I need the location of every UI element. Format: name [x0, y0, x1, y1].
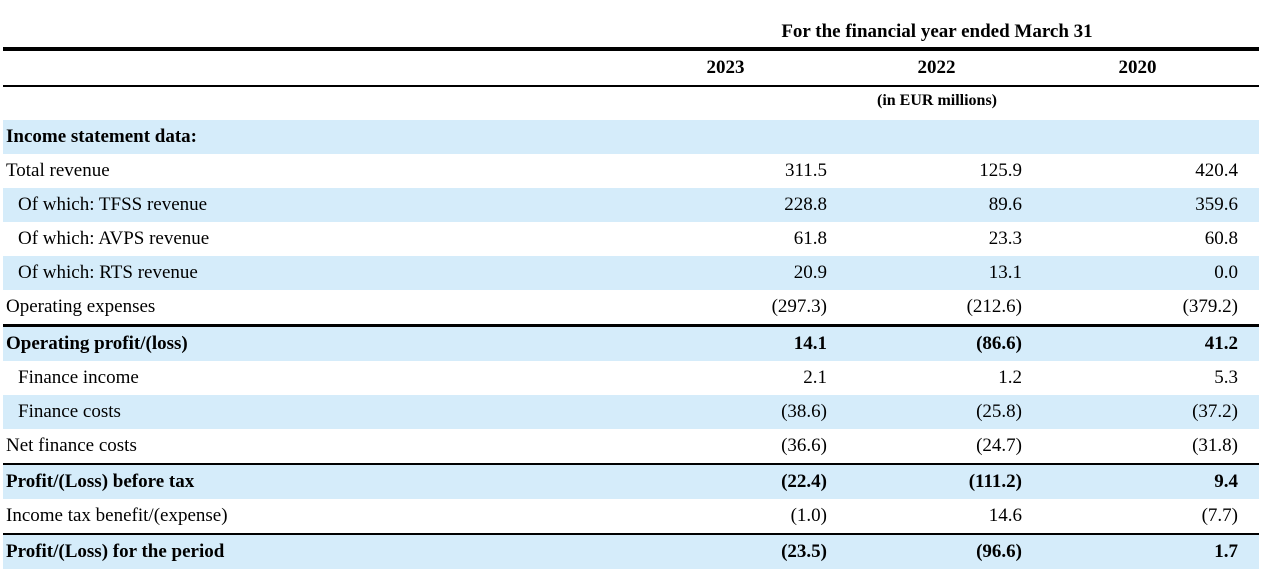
row-label: Total revenue — [6, 160, 110, 181]
row-value-2020: 1.7 — [1214, 541, 1238, 562]
table-row: Net finance costs (36.6) (24.7) (31.8) — [3, 429, 1259, 463]
row-value-2022: (24.7) — [976, 435, 1022, 456]
table-row: Of which: RTS revenue 20.9 13.1 0.0 — [3, 256, 1259, 290]
year-header-row: 2023 2022 2020 — [3, 51, 1259, 85]
row-label: Finance income — [18, 367, 139, 388]
row-value-2023: 2.1 — [803, 367, 827, 388]
row-label: Of which: AVPS revenue — [18, 228, 210, 249]
table-row: Of which: TFSS revenue 228.8 89.6 359.6 — [3, 188, 1259, 222]
row-label: Net finance costs — [6, 435, 137, 456]
row-value-2022: 89.6 — [988, 194, 1022, 215]
row-value-2023: 61.8 — [793, 228, 827, 249]
table-row-total: Profit/(Loss) before tax (22.4) (111.2) … — [3, 463, 1259, 499]
table-row: Total revenue 311.5 125.9 420.4 — [3, 154, 1259, 188]
row-value-2023: 20.9 — [793, 262, 827, 283]
row-label: Profit/(Loss) before tax — [6, 471, 195, 492]
header-rule — [3, 85, 1259, 87]
table-row-total: Operating profit/(loss) 14.1 (86.6) 41.2 — [3, 324, 1259, 361]
row-value-2020: (37.2) — [1192, 401, 1238, 422]
row-value-2020: (7.7) — [1201, 505, 1238, 526]
row-value-2020: 0.0 — [1214, 262, 1238, 283]
row-label: Profit/(Loss) for the period — [6, 541, 225, 562]
row-label: Income statement data: — [6, 126, 198, 147]
row-value-2022: (96.6) — [976, 541, 1022, 562]
table-row-total: Profit/(Loss) for the period (23.5) (96.… — [3, 533, 1259, 569]
unit-label: (in EUR millions) — [876, 92, 997, 109]
row-label: Operating expenses — [6, 296, 156, 317]
row-value-2022: (212.6) — [966, 296, 1022, 317]
row-value-2022: (25.8) — [976, 401, 1022, 422]
financial-table: For the financial year ended March 31 20… — [3, 0, 1259, 569]
row-value-2022: 23.3 — [988, 228, 1022, 249]
table-title: For the financial year ended March 31 — [781, 21, 1093, 42]
row-value-2020: (379.2) — [1182, 296, 1238, 317]
row-value-2020: 41.2 — [1204, 333, 1238, 354]
unit-row: (in EUR millions) — [3, 87, 1259, 120]
row-value-2023: (23.5) — [781, 541, 827, 562]
row-value-2020: 9.4 — [1214, 471, 1238, 492]
row-value-2023: (38.6) — [781, 401, 827, 422]
section-header-row: Income statement data: — [3, 120, 1259, 154]
row-value-2023: (1.0) — [790, 505, 827, 526]
row-label: Of which: TFSS revenue — [18, 194, 208, 215]
year-header-2020: 2020 — [1118, 57, 1157, 78]
row-value-2022: 13.1 — [988, 262, 1022, 283]
row-value-2023: 311.5 — [784, 160, 827, 181]
row-value-2022: (111.2) — [968, 471, 1022, 492]
table-title-row: For the financial year ended March 31 — [3, 0, 1259, 47]
row-label: Income tax benefit/(expense) — [6, 505, 228, 526]
year-header-2022: 2022 — [917, 57, 956, 78]
table-row: Finance costs (38.6) (25.8) (37.2) — [3, 395, 1259, 429]
row-label: Of which: RTS revenue — [18, 262, 198, 283]
row-value-2023: 14.1 — [793, 333, 827, 354]
row-value-2020: 60.8 — [1204, 228, 1238, 249]
row-value-2022: 125.9 — [979, 160, 1022, 181]
table-row: Finance income 2.1 1.2 5.3 — [3, 361, 1259, 395]
table-row: Operating expenses (297.3) (212.6) (379.… — [3, 290, 1259, 324]
row-value-2023: (36.6) — [781, 435, 827, 456]
row-label: Operating profit/(loss) — [6, 333, 188, 354]
row-value-2020: 420.4 — [1195, 160, 1238, 181]
row-label: Finance costs — [18, 401, 121, 422]
row-value-2023: (22.4) — [781, 471, 827, 492]
table-row: Of which: AVPS revenue 61.8 23.3 60.8 — [3, 222, 1259, 256]
year-header-2023: 2023 — [706, 57, 745, 78]
row-value-2023: (297.3) — [771, 296, 827, 317]
row-value-2023: 228.8 — [784, 194, 827, 215]
table-row: Income tax benefit/(expense) (1.0) 14.6 … — [3, 499, 1259, 533]
row-value-2020: 5.3 — [1214, 367, 1238, 388]
row-value-2022: 1.2 — [998, 367, 1022, 388]
row-value-2020: 359.6 — [1195, 194, 1238, 215]
row-value-2022: 14.6 — [988, 505, 1022, 526]
top-rule — [3, 47, 1259, 51]
row-value-2022: (86.6) — [976, 333, 1022, 354]
row-value-2020: (31.8) — [1192, 435, 1238, 456]
